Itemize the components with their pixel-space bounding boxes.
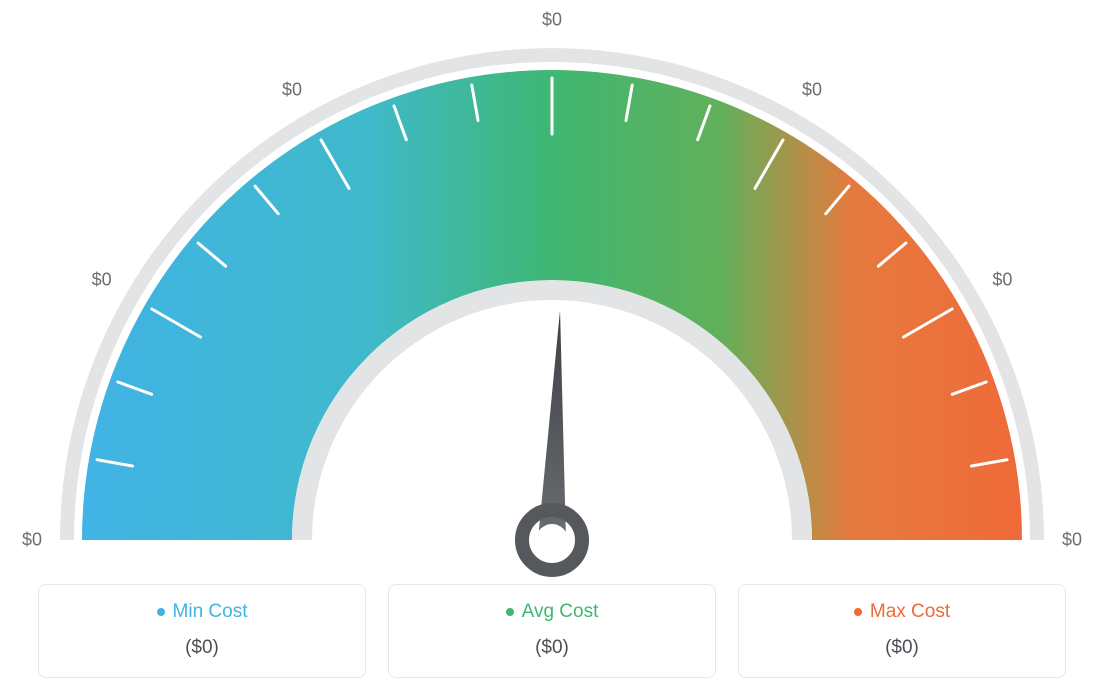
legend-card-max: Max Cost ($0) — [738, 584, 1066, 678]
gauge-chart: $0 $0 $0 $0 $0 $0 $0 — [0, 0, 1104, 560]
legend-dot-avg — [506, 608, 514, 616]
gauge-tick-label: $0 — [1062, 530, 1082, 551]
gauge-svg — [22, 20, 1082, 580]
gauge-tick-label: $0 — [992, 270, 1012, 291]
legend-title-avg: Avg Cost — [506, 601, 599, 623]
gauge-tick-label: $0 — [802, 79, 822, 100]
gauge-tick-label: $0 — [542, 10, 562, 31]
legend-dot-max — [854, 608, 862, 616]
legend-card-min: Min Cost ($0) — [38, 584, 366, 678]
gauge-tick-label: $0 — [92, 270, 112, 291]
legend-value-avg: ($0) — [397, 637, 707, 659]
legend-value-max: ($0) — [747, 637, 1057, 659]
legend-title-min: Min Cost — [157, 601, 248, 623]
legend-row: Min Cost ($0) Avg Cost ($0) Max Cost ($0… — [38, 584, 1066, 678]
legend-label-avg: Avg Cost — [522, 601, 599, 623]
legend-label-max: Max Cost — [870, 601, 950, 623]
legend-label-min: Min Cost — [173, 601, 248, 623]
legend-value-min: ($0) — [47, 637, 357, 659]
gauge-tick-label: $0 — [22, 530, 42, 551]
legend-title-max: Max Cost — [854, 601, 950, 623]
gauge-tick-label: $0 — [282, 79, 302, 100]
legend-card-avg: Avg Cost ($0) — [388, 584, 716, 678]
legend-dot-min — [157, 608, 165, 616]
